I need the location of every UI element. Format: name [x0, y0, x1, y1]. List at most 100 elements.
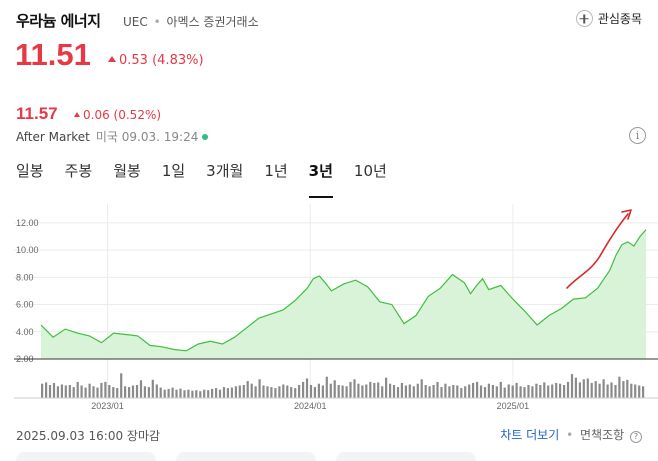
volume-bar: [452, 385, 455, 398]
volume-bar: [483, 387, 487, 398]
volume-bar: [159, 387, 162, 398]
tab-period-3[interactable]: 1일: [161, 162, 186, 180]
volume-bar: [396, 387, 400, 398]
volume-bar: [638, 385, 641, 398]
after-change-percent: (0.52%): [113, 108, 162, 122]
volume-bar: [495, 386, 498, 398]
volume-bar: [444, 383, 447, 398]
volume-bar: [302, 381, 305, 398]
volume-bar: [531, 386, 534, 398]
volume-bar: [574, 377, 577, 398]
disclaimer-link[interactable]: 면책조항: [580, 428, 625, 442]
volume-bar: [503, 387, 506, 398]
volume-bar: [116, 388, 119, 398]
volume-bar: [226, 388, 229, 398]
volume-bar: [547, 385, 550, 398]
volume-bar: [630, 383, 633, 398]
volume-bar: [377, 382, 380, 398]
volume-bar: [96, 387, 99, 398]
favorite-label: 관심종목: [597, 12, 642, 26]
volume-bar: [432, 385, 435, 398]
footer-separator: •: [566, 428, 574, 442]
volume-bar: [191, 390, 194, 398]
volume-bar: [551, 384, 554, 398]
volume-bar: [373, 382, 376, 398]
volume-bar: [108, 385, 111, 398]
volume-bar: [175, 389, 178, 398]
after-market-change: 0.06 (0.52%): [74, 108, 161, 122]
volume-bar: [290, 387, 293, 398]
help-icon[interactable]: ?: [630, 431, 642, 443]
volume-bar: [143, 386, 146, 398]
volume-bar: [222, 387, 226, 398]
after-change-amount: 0.06: [83, 108, 110, 122]
volume-bar: [424, 385, 427, 398]
volume-bar: [361, 385, 364, 398]
volume-bar: [614, 385, 617, 398]
volume-bar: [337, 385, 340, 398]
volume-bar: [317, 383, 320, 398]
volume-bar: [566, 381, 570, 398]
volume-bar: [195, 390, 198, 398]
volume-bar: [590, 382, 593, 398]
volume-bar: [262, 385, 265, 398]
bottom-tab-1[interactable]: [16, 452, 156, 461]
tab-period-0[interactable]: 일봉: [16, 162, 44, 180]
volume-bar: [250, 383, 253, 398]
volume-bar: [416, 383, 419, 398]
volume-bar: [131, 385, 135, 398]
volume-bar: [187, 389, 190, 398]
add-favorite-button[interactable]: 관심종목: [575, 10, 642, 27]
volume-bar: [535, 383, 538, 398]
volume-bar: [100, 382, 103, 398]
volume-bar: [325, 376, 328, 398]
volume-bar: [353, 379, 356, 398]
volume-bar: [139, 380, 143, 398]
volume-bar: [543, 382, 546, 398]
after-market-info: After Market 미국 09.03. 19:24: [16, 128, 209, 145]
price-area: [41, 229, 646, 359]
tab-period-7[interactable]: 10년: [353, 162, 387, 180]
tab-period-6[interactable]: 3년: [308, 160, 334, 198]
volume-bar: [606, 384, 609, 398]
tab-period-5[interactable]: 1년: [264, 162, 288, 180]
volume-bar: [626, 379, 629, 398]
volume-bar: [563, 385, 566, 398]
price-line: [40, 229, 647, 352]
volume-bar: [519, 386, 522, 398]
change-percent: (4.83%): [152, 53, 204, 68]
volume-bar: [41, 383, 44, 398]
x-tick-label: 2025/01: [497, 401, 530, 411]
volume-bar: [286, 385, 289, 398]
volume-bar: [404, 385, 407, 398]
after-market-time: 미국 09.03. 19:24: [95, 130, 199, 144]
ticker-symbol: UEC: [123, 15, 148, 29]
volume-bar: [369, 381, 372, 398]
current-price: 11.51: [15, 37, 91, 72]
tab-period-2[interactable]: 월봉: [113, 162, 141, 180]
bottom-tab-3[interactable]: [336, 452, 476, 461]
x-tick-label: 2023/01: [91, 401, 124, 411]
volume-bar: [234, 386, 237, 398]
market-close-timestamp: 2025.09.03 16:00 장마감: [16, 429, 161, 443]
volume-bar: [246, 381, 249, 398]
stock-sub-info: UEC • 아멕스 증권거래소: [123, 13, 259, 30]
volume-bar: [278, 386, 281, 398]
volume-bar: [642, 386, 645, 398]
bottom-tab-2[interactable]: [176, 452, 316, 461]
exchange-name: 아멕스 증권거래소: [166, 15, 259, 29]
volume-bar: [440, 387, 443, 398]
volume-bar: [135, 385, 139, 398]
tab-period-4[interactable]: 3개월: [206, 162, 244, 180]
volume-bar: [282, 384, 285, 398]
volume-bar: [329, 383, 332, 398]
volume-bar: [610, 382, 613, 398]
more-chart-link[interactable]: 차트 더보기: [500, 428, 560, 442]
info-icon[interactable]: i: [629, 127, 646, 144]
annotation-arrowhead: [621, 209, 632, 220]
live-status-dot: [202, 134, 209, 140]
tab-period-1[interactable]: 주봉: [64, 162, 93, 180]
volume-bar: [155, 384, 158, 398]
volume-bar: [460, 388, 463, 398]
